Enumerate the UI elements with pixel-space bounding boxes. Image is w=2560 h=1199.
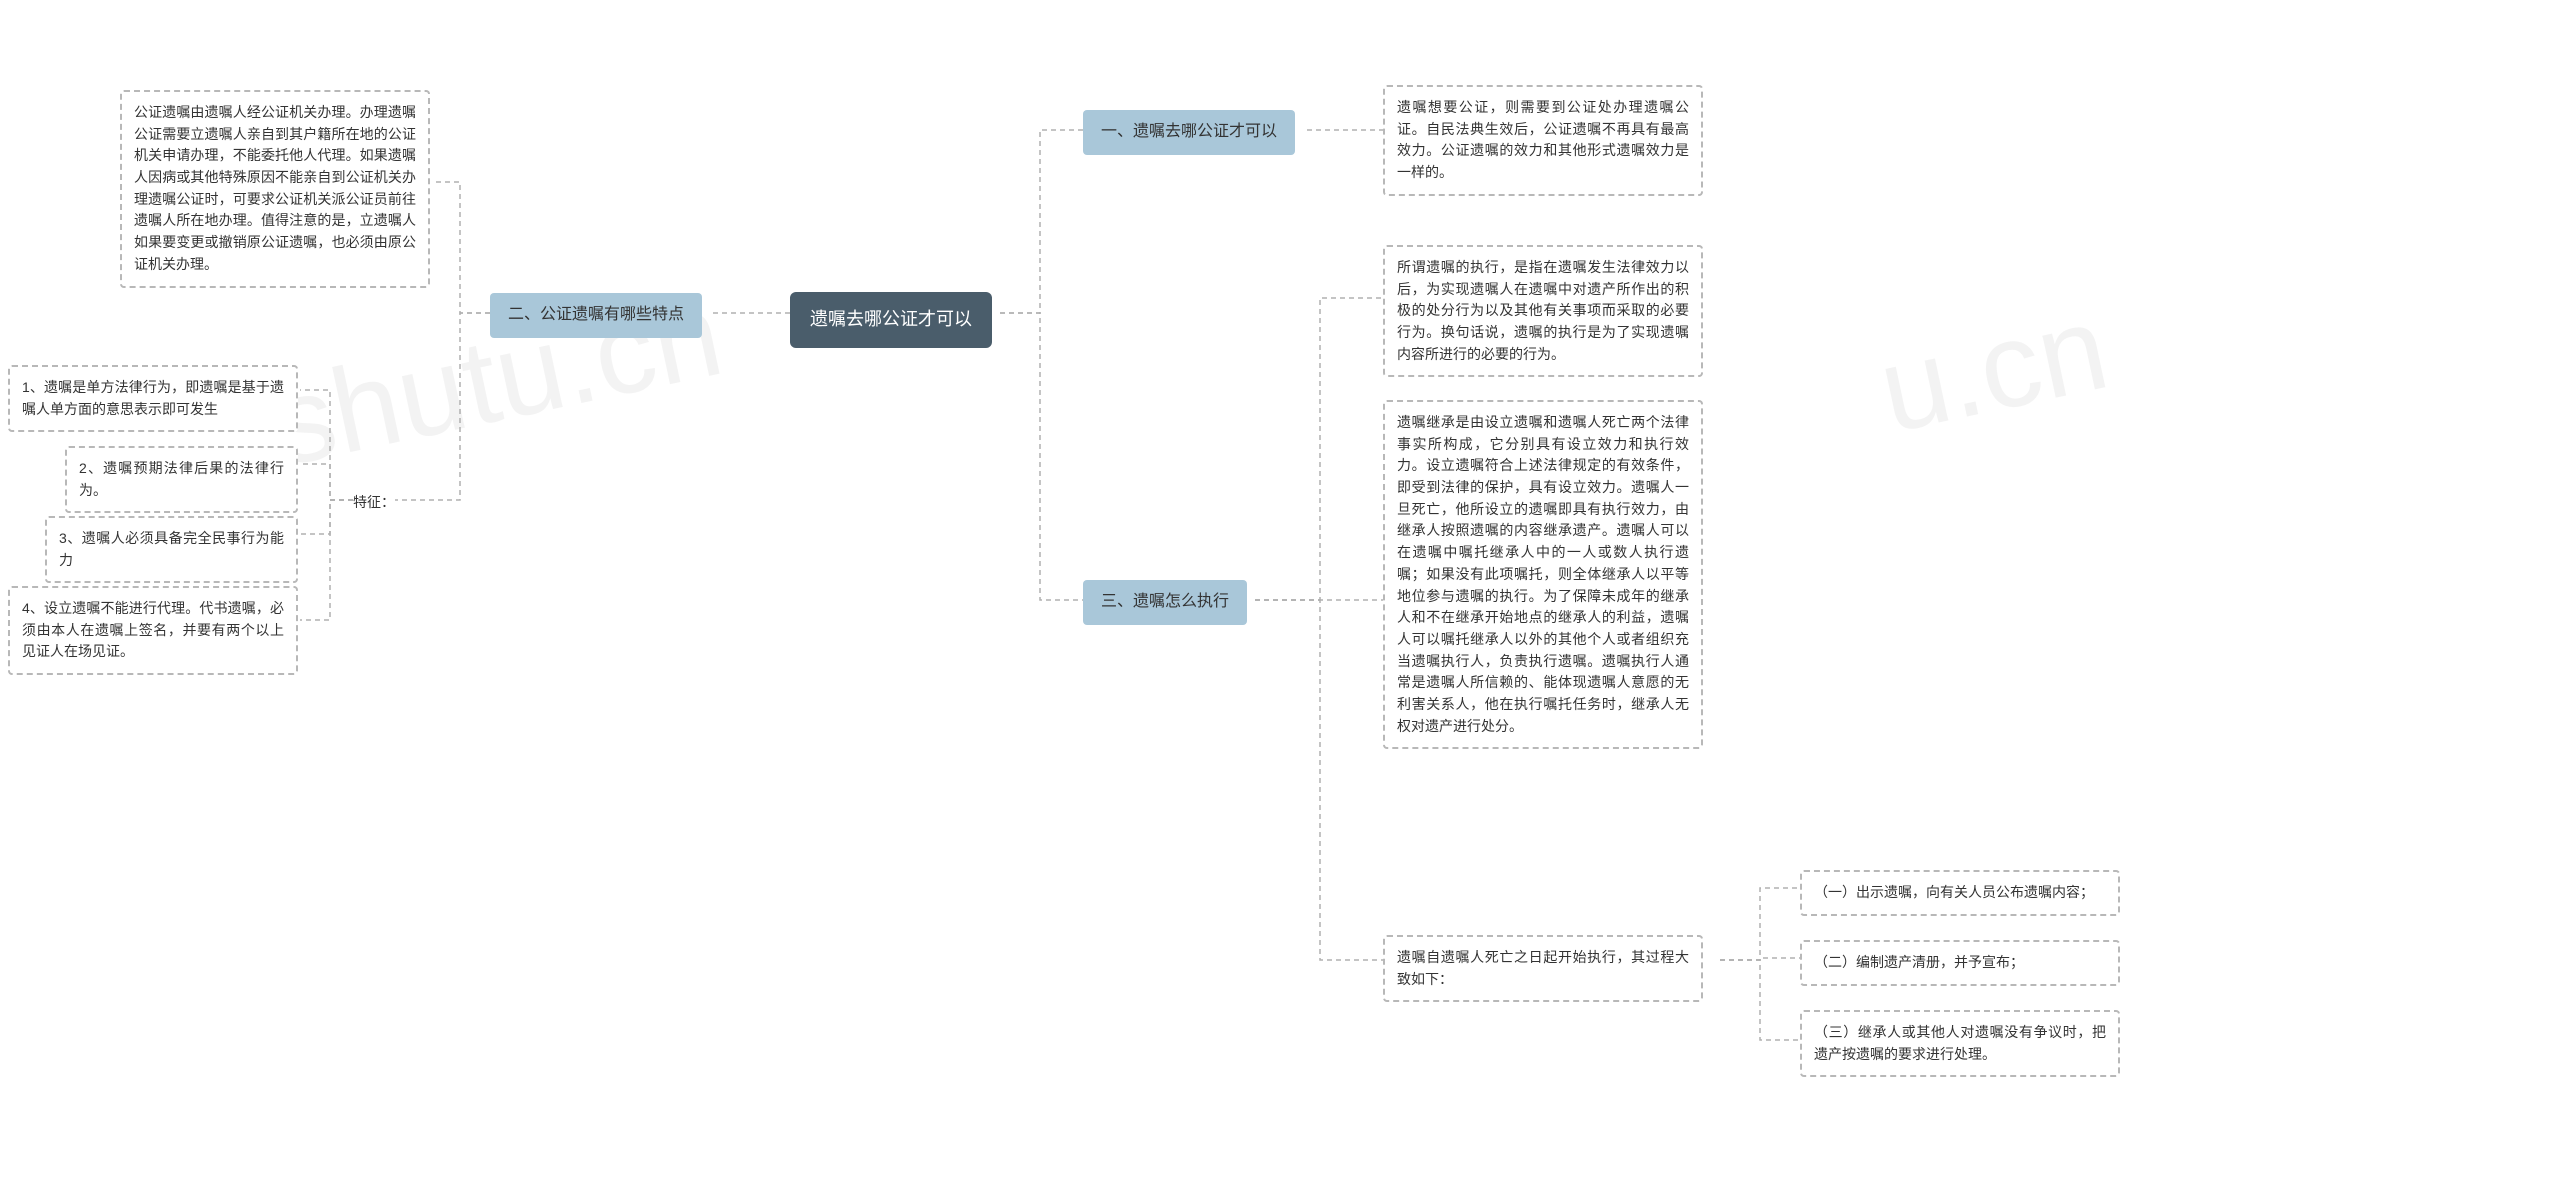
- leaf-b3-c-intro: 遗嘱自遗嘱人死亡之日起开始执行，其过程大致如下：: [1383, 935, 1703, 1002]
- branch-2: 二、公证遗嘱有哪些特点: [490, 293, 702, 338]
- leaf-b3-b: 遗嘱继承是由设立遗嘱和遗嘱人死亡两个法律事实所构成，它分别具有设立效力和执行效力…: [1383, 400, 1703, 749]
- leaf-b3-step1: （一）出示遗嘱，向有关人员公布遗嘱内容；: [1800, 870, 2120, 916]
- leaf-b3-a: 所谓遗嘱的执行，是指在遗嘱发生法律效力以后，为实现遗嘱人在遗嘱中对遗产所作出的积…: [1383, 245, 1703, 377]
- leaf-b3-step3: （三）继承人或其他人对遗嘱没有争议时，把遗产按遗嘱的要求进行处理。: [1800, 1010, 2120, 1077]
- leaf-feature-2: 2、遗嘱预期法律后果的法律行为。: [65, 446, 298, 513]
- root-node: 遗嘱去哪公证才可以: [790, 292, 992, 348]
- branch-1: 一、遗嘱去哪公证才可以: [1083, 110, 1295, 155]
- leaf-b1: 遗嘱想要公证，则需要到公证处办理遗嘱公证。自民法典生效后，公证遗嘱不再具有最高效…: [1383, 85, 1703, 196]
- leaf-feature-4: 4、设立遗嘱不能进行代理。代书遗嘱，必须由本人在遗嘱上签名，并要有两个以上见证人…: [8, 586, 298, 675]
- leaf-feature-1: 1、遗嘱是单方法律行为，即遗嘱是基于遗嘱人单方面的意思表示即可发生: [8, 365, 298, 432]
- leaf-b3-step2: （二）编制遗产清册，并予宣布；: [1800, 940, 2120, 986]
- watermark-right: u.cn: [1868, 278, 2119, 460]
- branch-3: 三、遗嘱怎么执行: [1083, 580, 1247, 625]
- leaf-feature-3: 3、遗嘱人必须具备完全民事行为能力: [45, 516, 298, 583]
- features-label: 特征：: [353, 492, 395, 514]
- leaf-b2-top: 公证遗嘱由遗嘱人经公证机关办理。办理遗嘱公证需要立遗嘱人亲自到其户籍所在地的公证…: [120, 90, 430, 288]
